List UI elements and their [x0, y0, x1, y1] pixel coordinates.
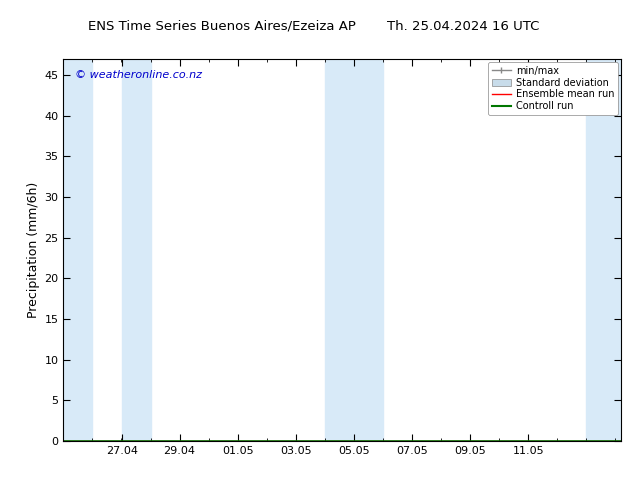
Bar: [63, 59, 93, 441]
Bar: [586, 59, 621, 441]
Bar: [354, 59, 383, 441]
Bar: [325, 59, 354, 441]
Bar: [122, 59, 151, 441]
Legend: min/max, Standard deviation, Ensemble mean run, Controll run: min/max, Standard deviation, Ensemble me…: [488, 62, 618, 115]
Text: Th. 25.04.2024 16 UTC: Th. 25.04.2024 16 UTC: [387, 20, 539, 33]
Text: ENS Time Series Buenos Aires/Ezeiza AP: ENS Time Series Buenos Aires/Ezeiza AP: [88, 20, 356, 33]
Y-axis label: Precipitation (mm/6h): Precipitation (mm/6h): [27, 182, 40, 318]
Text: © weatheronline.co.nz: © weatheronline.co.nz: [75, 70, 202, 80]
